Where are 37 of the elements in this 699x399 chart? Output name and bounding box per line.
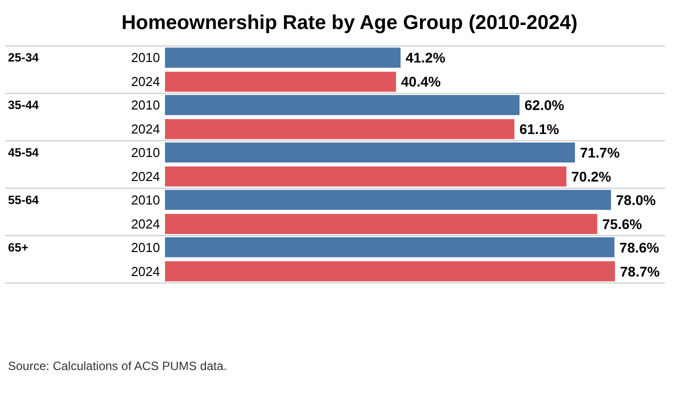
- bar: [165, 237, 614, 258]
- y-tick-label: 55-64: [8, 192, 40, 207]
- bar: [165, 261, 615, 282]
- data-label: 62.0%: [524, 97, 565, 114]
- data-label: 78.7%: [620, 263, 660, 280]
- text: 2010: [131, 144, 160, 160]
- text: 2024: [131, 122, 160, 137]
- chart-title: Homeownership Rate by Age Group (2010-2024): [121, 12, 578, 34]
- data-label: 40.4%: [401, 74, 442, 90]
- bar: [165, 48, 401, 68]
- series-label: 2010: [131, 50, 160, 66]
- data-label: 41.2%: [406, 50, 446, 66]
- text: 2024: [131, 216, 160, 232]
- data-label: 70.2%: [571, 168, 612, 185]
- bar: [165, 190, 611, 210]
- source-note: Source: Calculations of ACS PUMS data.: [8, 359, 227, 373]
- data-label: 75.6%: [602, 216, 643, 232]
- y-tick-label: 25-34: [8, 50, 40, 65]
- bar: [165, 214, 598, 234]
- bar: [165, 166, 566, 187]
- bar: [165, 142, 575, 162]
- data-label: 61.1%: [519, 121, 560, 138]
- data-label: 78.6%: [619, 239, 660, 256]
- data-label: 78.0%: [616, 192, 656, 208]
- text: 2010: [131, 98, 160, 113]
- bar: [165, 119, 514, 140]
- y-tick-label: 45-54: [8, 146, 40, 160]
- data-label: 71.7%: [580, 144, 620, 160]
- bar: [165, 95, 520, 116]
- series-label: 2024: [131, 74, 160, 90]
- bar: [165, 72, 396, 92]
- text: 2024: [131, 264, 160, 279]
- text: 2024: [131, 169, 160, 184]
- y-tick-label: 65+: [8, 240, 28, 254]
- text: 2010: [131, 240, 160, 255]
- text: 2010: [131, 192, 160, 208]
- y-tick-label: 35-44: [8, 98, 40, 112]
